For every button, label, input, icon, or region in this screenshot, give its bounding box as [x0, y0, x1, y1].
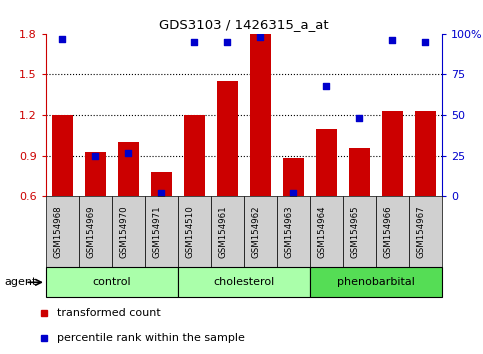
Point	[224, 39, 231, 45]
Bar	[217, 81, 238, 196]
Bar	[211, 196, 244, 267]
Text: agent: agent	[5, 277, 37, 287]
Point	[125, 150, 132, 155]
Bar	[178, 267, 310, 297]
Text: transformed count: transformed count	[57, 308, 160, 318]
Text: GSM154966: GSM154966	[384, 206, 392, 258]
Point	[388, 37, 396, 43]
Text: GSM154967: GSM154967	[416, 206, 426, 258]
Bar	[52, 115, 73, 196]
Point	[157, 190, 165, 196]
Text: GSM154961: GSM154961	[218, 206, 227, 258]
Bar	[250, 34, 271, 196]
Bar	[145, 196, 178, 267]
Point	[58, 36, 66, 41]
Text: GSM154969: GSM154969	[86, 206, 95, 258]
Bar	[244, 196, 277, 267]
Bar	[415, 111, 436, 196]
Point	[323, 83, 330, 88]
Bar	[46, 196, 79, 267]
Bar	[316, 129, 337, 196]
Text: GSM154510: GSM154510	[185, 205, 194, 258]
Point	[289, 190, 297, 196]
Bar	[112, 196, 145, 267]
Text: phenobarbital: phenobarbital	[337, 277, 415, 287]
Point	[355, 115, 363, 121]
Text: GSM154968: GSM154968	[54, 206, 62, 258]
Point	[91, 153, 99, 159]
Bar	[283, 159, 304, 196]
Bar	[151, 172, 172, 196]
Bar	[382, 111, 403, 196]
Bar	[277, 196, 310, 267]
Text: GSM154971: GSM154971	[153, 206, 161, 258]
Text: control: control	[93, 277, 131, 287]
Text: GSM154970: GSM154970	[119, 206, 128, 258]
Bar	[79, 196, 112, 267]
Bar	[343, 196, 376, 267]
Bar	[310, 267, 442, 297]
Bar	[118, 142, 139, 196]
Bar	[310, 196, 343, 267]
Point	[256, 34, 264, 40]
Bar	[349, 148, 370, 196]
Text: GSM154964: GSM154964	[317, 206, 327, 258]
Bar	[184, 115, 205, 196]
Bar	[46, 267, 178, 297]
Bar	[85, 152, 106, 196]
Bar	[178, 196, 211, 267]
Text: GSM154963: GSM154963	[284, 206, 293, 258]
Text: cholesterol: cholesterol	[213, 277, 274, 287]
Point	[190, 39, 198, 45]
Text: GSM154965: GSM154965	[351, 206, 359, 258]
Point	[422, 39, 429, 45]
Bar	[376, 196, 409, 267]
Text: percentile rank within the sample: percentile rank within the sample	[57, 333, 244, 343]
Title: GDS3103 / 1426315_a_at: GDS3103 / 1426315_a_at	[159, 18, 329, 31]
Text: GSM154962: GSM154962	[252, 206, 260, 258]
Bar	[409, 196, 442, 267]
